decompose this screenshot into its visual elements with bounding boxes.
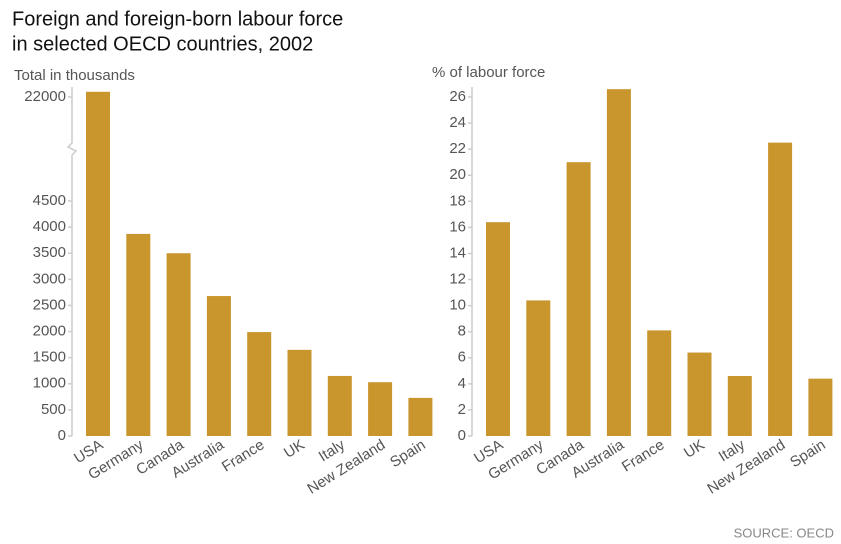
bar <box>206 296 231 436</box>
y-tick-label: 6 <box>458 349 466 366</box>
bar <box>727 376 752 436</box>
y-tick-label: 4500 <box>33 192 66 209</box>
bar <box>368 382 393 436</box>
y-tick-label: 3500 <box>33 244 66 261</box>
y-axis-label: Total in thousands <box>14 67 135 84</box>
bar <box>486 222 510 436</box>
x-tick-label: UK <box>281 436 308 461</box>
y-tick-label: 4 <box>458 375 466 392</box>
x-tick-label: New Zealand <box>704 436 788 497</box>
y-tick-label: 8 <box>458 323 466 340</box>
y-tick-label: 12 <box>449 271 466 288</box>
y-tick-label: 2000 <box>33 323 66 340</box>
bar <box>86 91 110 437</box>
x-tick-label: New Zealand <box>304 436 388 497</box>
x-tick-label: UK <box>681 436 708 461</box>
bar <box>526 300 551 436</box>
y-tick-label: 3000 <box>33 270 66 287</box>
y-tick-label: 0 <box>58 427 66 444</box>
x-tick-label: France <box>619 436 668 475</box>
bar <box>768 142 793 436</box>
y-tick-label: 1500 <box>33 349 66 366</box>
y-tick-label: 16 <box>449 218 466 235</box>
y-tick-label: 500 <box>41 401 66 418</box>
title-line: Foreign and foreign-born labour force <box>12 8 343 30</box>
x-tick-label: Spain <box>387 436 429 471</box>
bar <box>287 349 312 436</box>
y-tick-label: 20 <box>449 166 466 183</box>
y-tick-label: 18 <box>449 192 466 209</box>
y-tick-label: 22 <box>449 140 466 157</box>
y-tick-label: 24 <box>449 114 466 131</box>
y-tick-label: 4000 <box>33 218 66 235</box>
title-line: in selected OECD countries, 2002 <box>12 33 313 55</box>
bar <box>647 330 672 436</box>
source: SOURCE: OECD <box>734 525 834 540</box>
bar <box>687 352 712 436</box>
y-axis <box>66 87 78 436</box>
bar <box>166 253 191 436</box>
bar <box>408 397 433 436</box>
y-tick-label: 0 <box>458 427 466 444</box>
bar <box>606 89 631 436</box>
bar <box>327 375 352 436</box>
bar <box>126 233 151 436</box>
y-tick-label: 2 <box>458 401 466 418</box>
bar <box>808 378 833 436</box>
bar <box>247 332 272 436</box>
y-tick-label: 22000 <box>24 88 66 105</box>
y-tick-label: 1000 <box>33 375 66 392</box>
x-tick-label: Spain <box>787 436 829 471</box>
x-tick-label: France <box>219 436 268 475</box>
y-tick-label: 14 <box>449 244 466 261</box>
y-tick-label: 10 <box>449 297 466 314</box>
bar <box>566 162 591 436</box>
y-tick-label: 26 <box>449 88 466 105</box>
y-tick-label: 2500 <box>33 296 66 313</box>
y-axis-label: % of labour force <box>432 64 545 81</box>
